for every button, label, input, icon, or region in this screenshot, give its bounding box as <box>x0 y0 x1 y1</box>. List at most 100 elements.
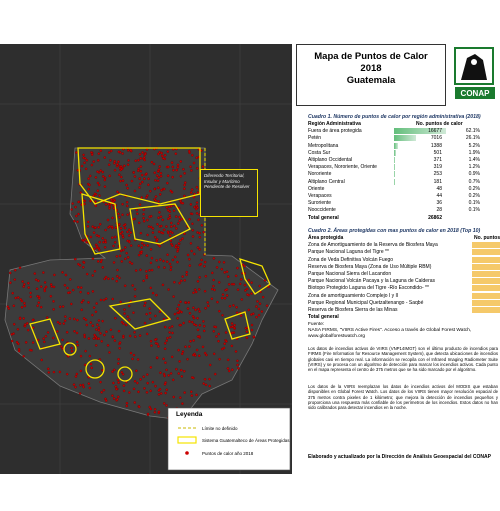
heat-point <box>185 270 189 274</box>
annotation: Diferendo Territorial, Insular y Marítim… <box>200 169 258 217</box>
heat-point <box>138 203 142 206</box>
heat-point <box>157 216 160 220</box>
heat-point <box>76 344 79 347</box>
total-value: 26862 <box>428 214 442 221</box>
heat-point <box>97 235 101 238</box>
heat-point <box>6 305 9 308</box>
heat-point <box>93 333 96 337</box>
heat-point <box>91 313 94 317</box>
heat-point <box>164 381 167 384</box>
heat-point <box>116 395 120 399</box>
heat-point <box>173 255 177 259</box>
heat-point <box>180 279 183 283</box>
heat-point <box>146 381 149 385</box>
heat-point <box>118 216 121 219</box>
heat-point <box>194 207 198 211</box>
heat-point <box>82 317 86 320</box>
cell: Oriente <box>308 185 325 192</box>
heat-point <box>105 330 108 333</box>
heat-point <box>117 160 120 164</box>
heat-point <box>196 316 199 320</box>
heat-point <box>177 242 181 245</box>
heat-point <box>166 174 170 177</box>
heat-point <box>143 321 147 325</box>
heat-point <box>157 200 160 203</box>
heat-point <box>101 175 105 178</box>
heat-point <box>195 393 198 397</box>
heat-point <box>138 177 141 180</box>
cell: Parque Nacional Sierra del Lacandon <box>308 271 392 277</box>
heat-point <box>141 180 144 184</box>
heat-point <box>79 286 83 289</box>
heat-point <box>167 288 170 291</box>
heat-point <box>140 173 144 177</box>
heat-point <box>23 323 27 326</box>
heat-point <box>125 183 128 187</box>
heat-point <box>74 257 77 261</box>
heat-point <box>154 179 157 182</box>
heat-point <box>126 230 129 234</box>
heat-point <box>127 149 130 152</box>
heat-point <box>154 195 158 198</box>
heat-point <box>163 266 166 269</box>
heat-point <box>181 202 185 205</box>
heat-point <box>154 342 158 345</box>
heat-point <box>136 381 139 385</box>
heat-point <box>178 215 181 219</box>
heat-point <box>67 355 70 358</box>
heat-point <box>196 328 200 332</box>
heat-point <box>142 208 146 212</box>
legend: Leyenda Límite no definido Sistema Guate… <box>167 407 291 471</box>
heat-point <box>212 330 216 333</box>
heat-point <box>168 216 172 219</box>
map: Diferendo Territorial, Insular y Marítim… <box>0 44 292 474</box>
heat-point <box>183 369 186 373</box>
heat-point <box>238 282 242 286</box>
heat-point <box>149 189 152 193</box>
heat-point <box>149 317 152 321</box>
heat-point <box>250 323 254 327</box>
heat-point <box>65 331 69 334</box>
heat-point <box>188 312 192 315</box>
heat-point <box>122 389 126 393</box>
heat-point <box>128 261 132 264</box>
heat-point <box>157 186 160 190</box>
heat-point <box>228 304 232 308</box>
heat-point <box>191 154 194 157</box>
cell: 5.2% <box>468 142 480 149</box>
heat-point <box>159 215 163 218</box>
heat-point <box>63 283 67 287</box>
heat-point <box>129 149 133 152</box>
heat-point <box>133 331 136 334</box>
heat-point <box>203 290 207 293</box>
heat-point <box>92 306 96 309</box>
heat-point <box>82 153 85 157</box>
heat-point <box>146 218 149 222</box>
heat-point <box>157 265 160 269</box>
heat-point <box>186 357 189 361</box>
heat-point <box>195 167 199 170</box>
heat-point <box>104 297 108 300</box>
heat-point <box>95 244 99 248</box>
heat-point <box>140 246 143 249</box>
heat-point <box>181 402 184 405</box>
heat-point <box>174 152 178 155</box>
heat-point <box>182 321 185 325</box>
heat-point <box>152 162 156 166</box>
heat-point <box>154 314 157 318</box>
cell: 181 <box>433 178 442 185</box>
heat-point <box>149 339 153 343</box>
heat-point <box>7 307 11 310</box>
heat-point <box>223 342 226 345</box>
data-bar <box>472 271 500 277</box>
heat-point <box>88 386 92 390</box>
heat-point <box>170 190 174 194</box>
heat-point <box>120 320 124 324</box>
heat-point <box>197 218 200 222</box>
cell: Zona de Veda Definitiva Volcán Fuego <box>308 256 394 263</box>
heat-point <box>198 248 201 251</box>
heat-point <box>88 354 92 358</box>
heat-point <box>179 368 183 372</box>
heat-point <box>169 268 173 272</box>
heat-point <box>145 270 148 273</box>
